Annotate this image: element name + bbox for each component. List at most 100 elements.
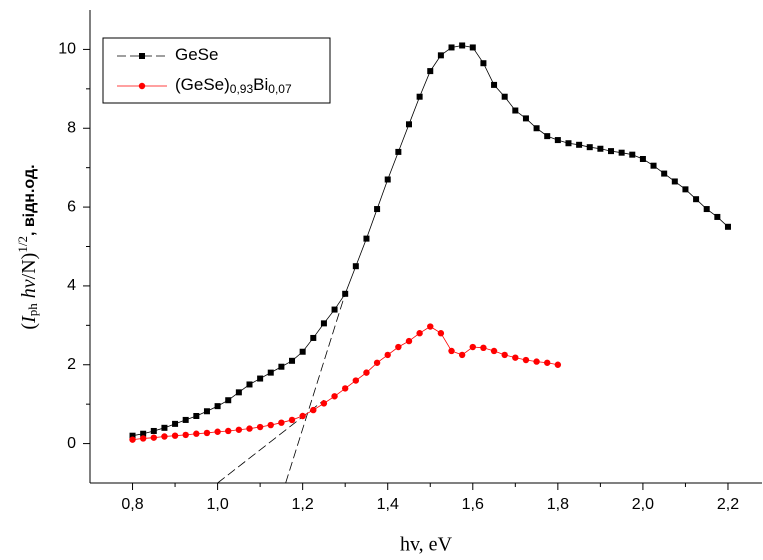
data-point — [278, 419, 285, 426]
data-point — [416, 93, 423, 100]
data-point — [703, 206, 710, 213]
x-tick-label: 1,6 — [462, 496, 484, 513]
data-point — [256, 423, 264, 431]
y-tick-label: 6 — [67, 198, 76, 215]
data-point — [214, 428, 221, 435]
data-point — [724, 223, 731, 230]
data-point — [363, 235, 370, 242]
data-point — [714, 213, 721, 220]
data-point — [235, 426, 243, 433]
data-point — [544, 359, 551, 366]
y-tick-label: 2 — [67, 356, 76, 373]
data-point — [416, 330, 423, 337]
data-point — [193, 412, 200, 419]
data-point — [331, 393, 338, 400]
data-point — [629, 151, 636, 158]
y-tick-label: 0 — [67, 435, 76, 452]
data-point — [374, 206, 381, 213]
data-point — [299, 348, 306, 355]
data-point — [384, 176, 391, 183]
data-point — [480, 60, 487, 67]
legend-box — [102, 37, 331, 104]
data-point — [373, 359, 381, 366]
data-point — [342, 290, 349, 297]
data-point — [289, 357, 296, 364]
data-point — [608, 148, 615, 155]
data-point — [395, 343, 402, 351]
data-point — [491, 81, 498, 88]
data-point — [405, 121, 412, 128]
data-point — [405, 337, 413, 345]
x-tick-label: 2,2 — [717, 496, 739, 513]
data-point — [310, 406, 317, 414]
y-tick-label: 10 — [58, 41, 76, 58]
data-point — [320, 320, 327, 327]
data-point — [427, 323, 434, 330]
data-point — [129, 436, 136, 443]
data-point — [320, 400, 328, 407]
x-axis-label: hv, eV — [400, 534, 453, 556]
data-point — [522, 115, 529, 122]
data-point — [129, 432, 136, 439]
data-point — [352, 263, 359, 270]
data-point — [554, 361, 562, 368]
data-point — [490, 347, 498, 355]
data-point — [437, 330, 445, 337]
data-point — [501, 351, 508, 359]
data-point — [161, 433, 168, 440]
data-point — [533, 358, 540, 365]
data-point — [437, 52, 444, 59]
data-point — [597, 145, 604, 152]
data-point — [235, 389, 242, 396]
data-point — [182, 416, 189, 423]
legend-label: (GeSe)0,93Bi0,07 — [175, 75, 292, 95]
legend-label: GeSe — [175, 45, 218, 64]
data-point — [554, 137, 561, 144]
data-point — [512, 354, 519, 361]
data-point — [214, 403, 221, 410]
data-point — [193, 430, 200, 437]
fit-line — [285, 293, 346, 484]
data-point — [650, 162, 657, 169]
data-point — [139, 435, 147, 442]
data-point — [480, 344, 487, 352]
x-tick-label: 1,4 — [377, 496, 399, 513]
data-point — [458, 351, 466, 359]
data-point — [671, 178, 678, 185]
data-point — [448, 44, 455, 51]
data-point — [246, 381, 253, 388]
data-point — [522, 356, 530, 364]
data-point — [565, 140, 572, 147]
data-point — [140, 430, 147, 437]
data-point — [427, 68, 434, 75]
data-point — [544, 133, 551, 140]
data-point — [459, 42, 466, 49]
data-point — [161, 424, 168, 431]
data-point — [150, 434, 157, 441]
data-point — [203, 408, 210, 415]
data-point — [310, 334, 317, 341]
data-point — [661, 170, 668, 177]
legend-marker — [138, 82, 146, 90]
data-point — [225, 397, 232, 404]
data-point — [299, 412, 306, 420]
x-tick-label: 1,2 — [292, 496, 314, 513]
data-point — [682, 186, 689, 193]
data-point — [384, 351, 391, 359]
data-point — [267, 369, 274, 376]
x-tick-label: 1,0 — [206, 496, 228, 513]
y-axis-label: (Iph hv/N)1/2, відн.од. — [15, 164, 40, 329]
series-line — [132, 45, 729, 437]
y-tick-label: 4 — [67, 277, 76, 294]
x-tick-label: 1,8 — [547, 496, 569, 513]
data-point — [639, 155, 646, 162]
data-point — [586, 144, 593, 151]
x-tick-label: 0,8 — [121, 496, 143, 513]
data-point — [363, 369, 370, 376]
series-line — [132, 326, 558, 441]
x-tick-label: 2,0 — [632, 496, 654, 513]
data-point — [501, 93, 508, 100]
data-point — [469, 44, 476, 51]
y-tick-label: 8 — [67, 119, 76, 136]
